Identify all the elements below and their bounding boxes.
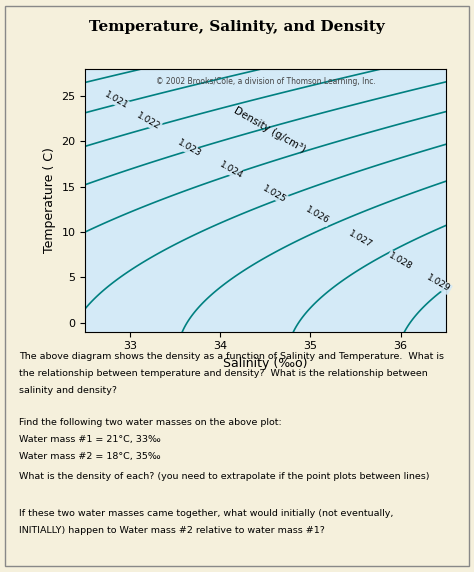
Text: 1.022: 1.022 [135, 111, 162, 132]
Text: © 2002 Brooks/Cole, a division of Thomson Learning, Inc.: © 2002 Brooks/Cole, a division of Thomso… [155, 77, 375, 86]
Text: 1.029: 1.029 [425, 273, 452, 294]
Text: 1.025: 1.025 [261, 184, 288, 204]
Text: If these two water masses came together, what would initially (not eventually,: If these two water masses came together,… [19, 509, 393, 518]
Y-axis label: Temperature ( C): Temperature ( C) [43, 147, 56, 253]
Text: What is the density of each? (you need to extrapolate if the point plots between: What is the density of each? (you need t… [19, 472, 429, 481]
Text: Find the following two water masses on the above plot:: Find the following two water masses on t… [19, 418, 282, 427]
Text: the relationship between temperature and density?  What is the relationship betw: the relationship between temperature and… [19, 369, 428, 378]
Text: 1.021: 1.021 [103, 90, 130, 111]
Text: 1.027: 1.027 [346, 229, 374, 249]
Text: Density (g/cm³): Density (g/cm³) [232, 106, 308, 155]
Text: 1.024: 1.024 [218, 160, 245, 181]
Text: Temperature, Salinity, and Density: Temperature, Salinity, and Density [89, 20, 385, 34]
Text: Water mass #2 = 18°C, 35‰: Water mass #2 = 18°C, 35‰ [19, 452, 161, 461]
Text: Water mass #1 = 21°C, 33‰: Water mass #1 = 21°C, 33‰ [19, 435, 161, 444]
Text: 1.026: 1.026 [304, 205, 331, 226]
X-axis label: Salinity (‰o): Salinity (‰o) [223, 357, 308, 370]
Text: 1.023: 1.023 [175, 138, 202, 159]
Text: 1.028: 1.028 [387, 251, 414, 271]
Text: The above diagram shows the density as a function of Salinity and Temperature.  : The above diagram shows the density as a… [19, 352, 444, 361]
Text: INITIALLY) happen to Water mass #2 relative to water mass #1?: INITIALLY) happen to Water mass #2 relat… [19, 526, 325, 535]
Text: salinity and density?: salinity and density? [19, 386, 117, 395]
